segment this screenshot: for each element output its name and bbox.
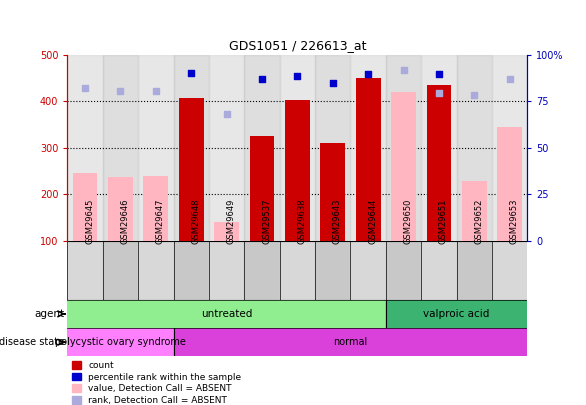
Text: GSM29651: GSM29651 (439, 198, 448, 244)
Bar (350, 241, 386, 300)
Bar (67, 55, 103, 241)
Text: valproic acid: valproic acid (424, 309, 490, 319)
Bar (209, 241, 244, 300)
Point (257, 76, 267, 83)
Legend: count, percentile rank within the sample, value, Detection Call = ABSENT, rank, : count, percentile rank within the sample… (72, 361, 241, 405)
Text: GSM29648: GSM29648 (191, 198, 200, 244)
Text: polycystic ovary syndrome: polycystic ovary syndrome (55, 337, 186, 347)
Bar (421, 241, 456, 300)
Bar (391, 92, 416, 241)
Text: agent: agent (35, 309, 64, 319)
Point (434, 71, 444, 77)
Bar (456, 55, 492, 241)
Point (80, 85, 90, 92)
Point (222, 111, 231, 117)
Bar (173, 328, 527, 356)
Text: GSM29647: GSM29647 (156, 198, 165, 244)
Bar (456, 241, 492, 300)
Text: GSM29644: GSM29644 (368, 198, 377, 244)
Bar (462, 181, 487, 241)
Bar (315, 55, 350, 241)
Bar (67, 300, 386, 328)
Bar (421, 55, 456, 241)
Point (363, 71, 373, 77)
Point (151, 88, 161, 94)
Text: GSM29653: GSM29653 (510, 198, 519, 244)
Point (469, 92, 479, 98)
Text: GSM29649: GSM29649 (227, 198, 236, 244)
Bar (138, 241, 173, 300)
Point (505, 76, 515, 82)
Bar (315, 241, 350, 300)
Bar (173, 55, 209, 241)
Bar (209, 55, 244, 241)
Bar (321, 143, 345, 241)
Bar (498, 127, 522, 241)
Bar (214, 222, 239, 241)
Bar (280, 241, 315, 300)
Point (399, 67, 408, 73)
Point (292, 72, 302, 79)
Bar (67, 328, 173, 356)
Bar (173, 241, 209, 300)
Bar (103, 55, 138, 241)
Bar (103, 241, 138, 300)
Bar (179, 98, 203, 241)
Bar (73, 173, 97, 241)
Text: GSM29638: GSM29638 (297, 198, 306, 244)
Bar (386, 55, 421, 241)
Text: GSM29646: GSM29646 (121, 198, 130, 244)
Text: GSM29537: GSM29537 (262, 198, 271, 244)
Point (186, 70, 196, 77)
Bar (138, 55, 173, 241)
Point (116, 88, 125, 94)
Text: normal: normal (333, 337, 367, 347)
Title: GDS1051 / 226613_at: GDS1051 / 226613_at (229, 39, 366, 52)
Bar (356, 78, 380, 241)
Bar (285, 100, 310, 241)
Bar (386, 241, 421, 300)
Bar (386, 300, 527, 328)
Text: GSM29650: GSM29650 (404, 198, 413, 244)
Bar (350, 55, 386, 241)
Bar (144, 176, 168, 241)
Text: GSM29652: GSM29652 (474, 198, 483, 244)
Text: disease state: disease state (0, 337, 64, 347)
Bar (244, 55, 280, 241)
Bar (244, 241, 280, 300)
Point (328, 79, 338, 86)
Text: GSM29645: GSM29645 (85, 198, 94, 244)
Bar (250, 136, 274, 241)
Bar (67, 241, 103, 300)
Point (434, 90, 444, 96)
Bar (427, 85, 451, 241)
Text: untreated: untreated (201, 309, 253, 319)
Bar (492, 55, 527, 241)
Bar (492, 241, 527, 300)
Text: GSM29643: GSM29643 (333, 198, 342, 244)
Bar (280, 55, 315, 241)
Bar (108, 177, 133, 241)
